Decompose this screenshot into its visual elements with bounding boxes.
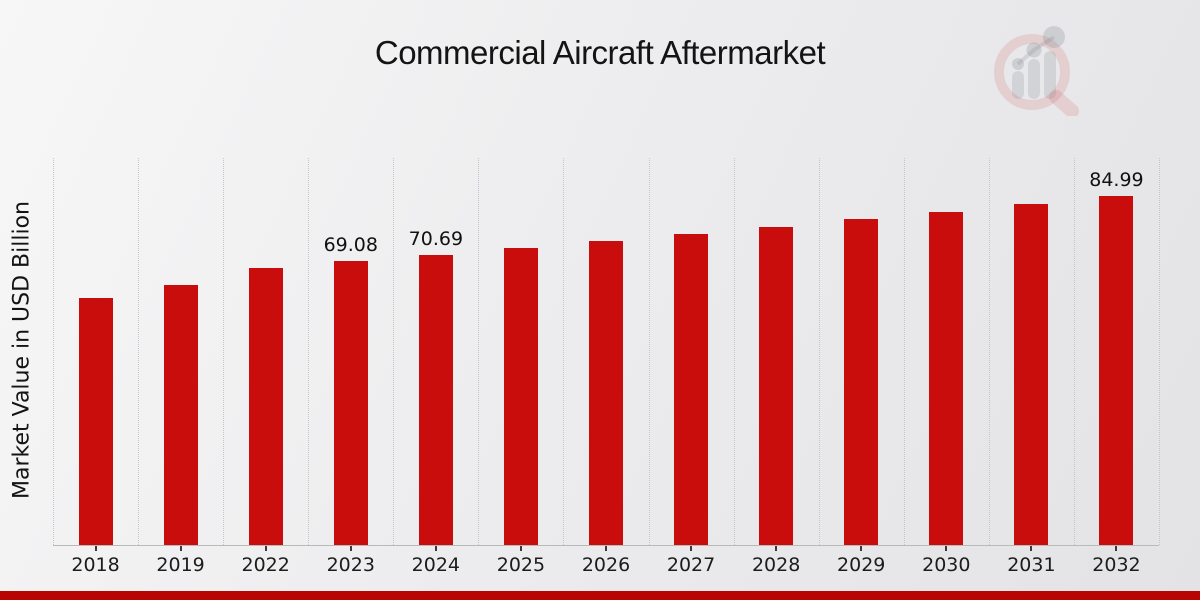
x-tick-mark xyxy=(264,546,267,551)
x-tick-mark xyxy=(860,546,863,551)
x-tick-mark xyxy=(179,546,182,551)
bar-2027 xyxy=(674,233,709,545)
gridline xyxy=(138,158,140,545)
bar-2026 xyxy=(589,240,623,545)
x-tick-label-2018: 2018 xyxy=(71,554,120,576)
x-tick-label-2030: 2030 xyxy=(922,554,971,576)
gridline xyxy=(478,158,480,545)
gridline xyxy=(53,158,54,545)
bar-value-label-2023: 69.08 xyxy=(323,234,378,257)
magnifier-handle xyxy=(1049,90,1079,116)
x-tick-mark xyxy=(519,546,522,551)
x-tick-label-2024: 2024 xyxy=(411,554,461,576)
gridline xyxy=(1159,158,1160,545)
gridline xyxy=(818,158,820,545)
x-tick-label-2029: 2029 xyxy=(837,554,886,576)
x-tick-label-2031: 2031 xyxy=(1007,554,1056,576)
bar-2018 xyxy=(78,298,113,545)
bar-2030 xyxy=(929,211,964,545)
bar-2022 xyxy=(248,267,283,545)
bar-2025 xyxy=(503,247,538,545)
gridline xyxy=(1073,158,1075,545)
gridline xyxy=(223,158,225,545)
bar-2029 xyxy=(844,219,879,545)
x-tick-mark xyxy=(690,546,693,551)
magnifier-ring xyxy=(994,34,1070,110)
gridline xyxy=(563,158,565,545)
x-tick-label-2019: 2019 xyxy=(156,554,205,576)
y-axis-title: Market Value in USD Billion xyxy=(9,200,35,500)
x-tick-mark xyxy=(1115,546,1118,551)
bar-2032 xyxy=(1099,195,1134,545)
x-tick-mark xyxy=(1030,546,1033,551)
x-tick-label-2022: 2022 xyxy=(241,554,290,576)
gridline xyxy=(903,158,905,545)
gridline xyxy=(988,158,990,545)
bar-2023 xyxy=(333,261,368,545)
x-tick-label-2026: 2026 xyxy=(581,554,631,576)
gridline xyxy=(308,158,310,545)
x-tick-mark xyxy=(94,546,97,551)
x-tick-label-2025: 2025 xyxy=(496,554,546,576)
bar-2028 xyxy=(759,226,794,545)
gridline xyxy=(648,158,650,545)
chart-title: Commercial Aircraft Aftermarket xyxy=(374,34,826,71)
x-tick-label-2028: 2028 xyxy=(751,554,801,576)
x-tick-label-2032: 2032 xyxy=(1092,554,1141,576)
bar-value-label-2024: 70.69 xyxy=(408,227,464,250)
x-tick-label-2023: 2023 xyxy=(326,554,375,576)
plot-area: 2018 2019 2022 69.08 2023 70.69 2024 2025 2026 20… xyxy=(53,158,1160,576)
x-tick-mark xyxy=(605,546,607,551)
magnifier-barchart-logo-icon xyxy=(994,26,1079,116)
x-tick-mark xyxy=(349,546,352,551)
x-tick-label-2027: 2027 xyxy=(666,554,716,576)
gridline xyxy=(393,158,395,545)
gridline xyxy=(733,158,735,545)
bar-2019 xyxy=(163,285,198,545)
bar-value-label-2032: 84.99 xyxy=(1089,168,1144,191)
bar-2031 xyxy=(1014,203,1049,545)
x-tick-mark xyxy=(775,546,778,551)
x-tick-mark xyxy=(945,546,948,551)
footer-accent-bar xyxy=(0,591,1200,600)
bar-2024 xyxy=(418,254,453,545)
x-tick-mark xyxy=(434,546,437,551)
